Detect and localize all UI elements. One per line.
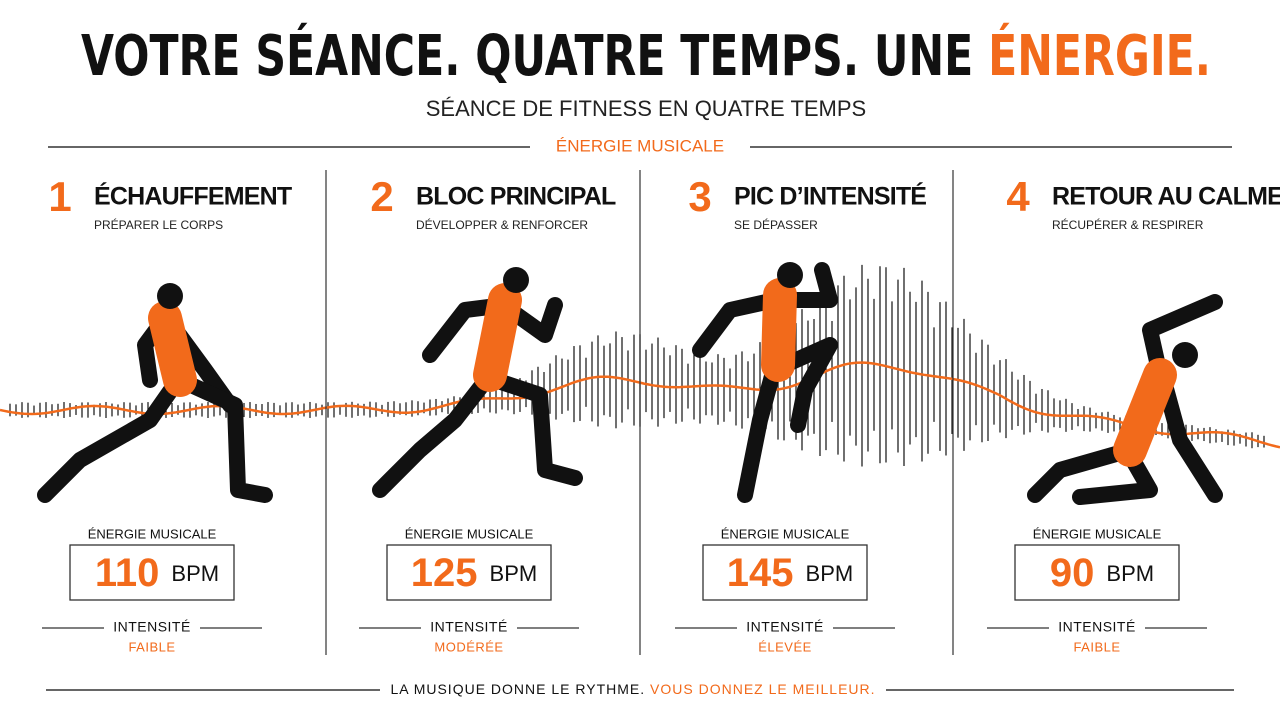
bpm-unit: BPM [490,561,538,586]
phase-number: 3 [688,173,711,220]
bpm-unit: BPM [806,561,854,586]
energy-label: ÉNERGIE MUSICALE [721,526,850,541]
phase-subtitle: SE DÉPASSER [734,217,818,232]
bpm-value: 110 [95,551,160,595]
torso [1113,358,1177,467]
head [1172,342,1198,368]
footer-highlight: VOUS DONNEZ LE MEILLEUR. [650,681,876,697]
intensity-label: INTENSITÉ [746,619,824,635]
intensity-label: INTENSITÉ [113,619,191,635]
intensity-label: INTENSITÉ [430,619,508,635]
limb [172,372,273,503]
intensity: ÉLEVÉE [758,639,812,654]
limb [782,262,838,308]
phase-subtitle: PRÉPARER LE CORPS [94,217,223,232]
limb [1072,447,1158,505]
athlete-silhouette [37,283,273,503]
phase-number: 1 [48,173,71,220]
bpm-box [69,544,235,601]
bpm-value: 90 [1050,551,1095,595]
head [157,283,183,309]
bpm-box [386,544,552,601]
bpm-value: 145 [727,551,794,595]
bpm: 90 BPM [1050,551,1154,595]
athlete-silhouette [1027,294,1223,505]
head [503,267,529,293]
bpm-value: 125 [411,551,478,595]
limb [737,357,783,503]
limb [502,297,563,343]
subtitle: SÉANCE DE FITNESS EN QUATRE TEMPS [426,96,866,121]
bpm: 145 BPM [727,551,853,595]
phase-number: 2 [370,173,393,220]
phase-subtitle: RÉCUPÉRER & RESPIRER [1052,217,1204,232]
section-label: ÉNERGIE MUSICALE [556,136,724,155]
bpm-box [702,544,868,601]
torso [761,278,797,382]
bpm-box [1014,544,1180,601]
title-text: VOTRE SÉANCE. QUATRE TEMPS. UNE [81,23,973,89]
limb [37,372,186,503]
athlete-silhouette [372,267,583,498]
footer-text: LA MUSIQUE DONNE LE RYTHME. [390,681,645,697]
intensity: FAIBLE [128,639,175,654]
bpm: 110 BPM [95,551,219,595]
energy-label: ÉNERGIE MUSICALE [405,526,534,541]
intensity: FAIBLE [1073,639,1120,654]
title-highlight: ÉNERGIE. [988,23,1211,89]
phase-title: BLOC PRINCIPAL [416,183,616,211]
phase-subtitle: DÉVELOPPER & RENFORCER [416,217,588,232]
intensity-label: INTENSITÉ [1058,619,1136,635]
bpm-unit: BPM [171,561,219,586]
phase-title: PIC D’INTENSITÉ [734,182,926,211]
head [777,262,803,288]
phase-title: RETOUR AU CALME [1052,183,1280,211]
energy-label: ÉNERGIE MUSICALE [1033,526,1162,541]
footer: LA MUSIQUE DONNE LE RYTHME. VOUS DONNEZ … [390,681,875,697]
limb [777,337,838,433]
limb [1157,377,1223,503]
limb [487,372,583,486]
bpm: 125 BPM [411,551,537,595]
limb [1027,442,1138,503]
limb [692,292,783,358]
phase-title: ÉCHAUFFEMENT [94,182,292,211]
main-title: VOTRE SÉANCE. QUATRE TEMPS. UNE ÉNERGIE. [81,23,1211,89]
torso [473,283,522,392]
phase-number: 4 [1006,173,1030,220]
bpm-unit: BPM [1106,561,1154,586]
limb [372,367,498,498]
intensity: MODÉRÉE [434,639,503,654]
energy-label: ÉNERGIE MUSICALE [88,526,217,541]
athlete-silhouette [692,262,838,503]
torso [148,301,197,397]
